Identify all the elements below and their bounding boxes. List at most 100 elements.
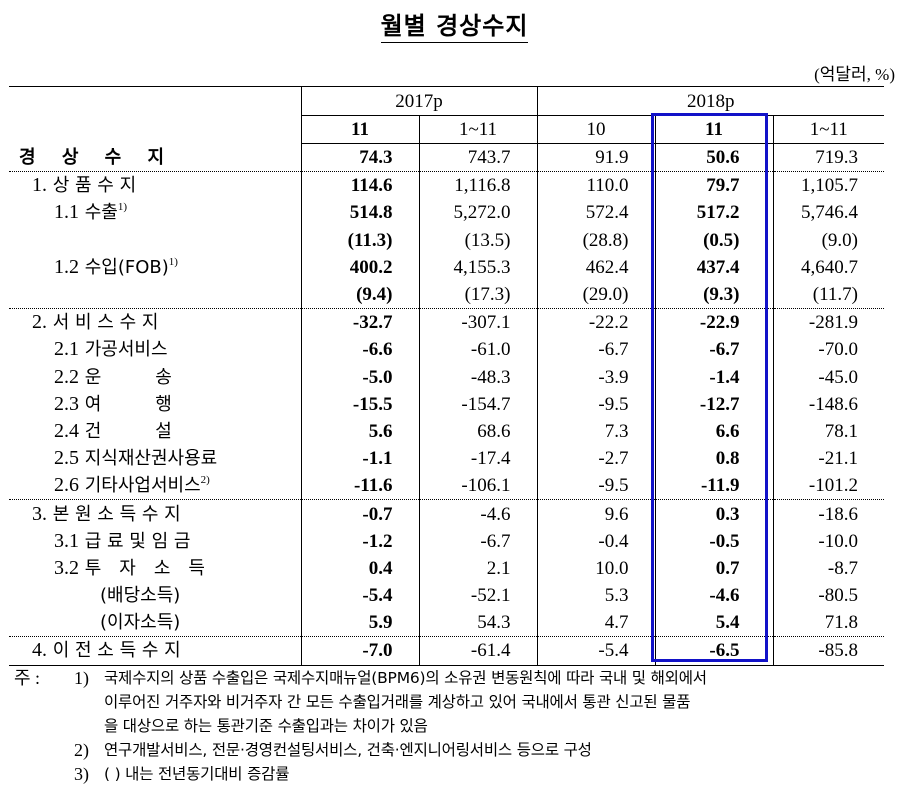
header-year-2018: 2018p	[536, 86, 884, 116]
cell-value: -154.7	[418, 390, 537, 418]
header-year-2017: 2017p	[300, 86, 537, 116]
footnote-prefix	[14, 762, 74, 786]
footnote-number: 1)	[74, 668, 89, 688]
row-label: 3.1 급 료 및 임 금	[9, 528, 301, 555]
cell-value: (9.0)	[772, 226, 884, 254]
row-number: 3.1	[54, 529, 79, 552]
cell-value: -106.1	[418, 472, 537, 501]
table-row: 4. 이 전 소 득 수 지 -7.0 -61.4 -5.4 -6.5 -85.8	[9, 636, 884, 666]
cell-value: 1,116.8	[418, 171, 537, 200]
row-number: 1.1	[54, 201, 79, 224]
cell-value: -2.7	[536, 445, 655, 473]
cell-value: 114.6	[300, 171, 419, 200]
cell-value: -7.0	[300, 636, 419, 666]
table-row: (9.4) (17.3) (29.0) (9.3) (11.7)	[9, 280, 884, 310]
cell-value: 743.7	[418, 143, 537, 173]
cell-value: 5,746.4	[772, 199, 884, 227]
row-label: 1. 상 품 수 지	[9, 172, 301, 200]
table-row: 3. 본 원 소 득 수 지 -0.7 -4.6 9.6 0.3 -18.6	[9, 499, 884, 528]
table-row: 2.2 운 송 -5.0 -48.3 -3.9 -1.4 -45.0	[9, 363, 884, 391]
row-label: 4. 이 전 소 득 수 지	[9, 636, 301, 666]
cell-value: -1.2	[300, 527, 419, 555]
cell-value: 4.7	[536, 609, 655, 638]
cell-value: (0.5)	[654, 226, 773, 254]
cell-value: 0.7	[654, 554, 773, 582]
cell-value: 2.1	[418, 554, 537, 582]
cell-value: -6.5	[654, 636, 773, 666]
table-row: (11.3) (13.5) (28.8) (0.5) (9.0)	[9, 226, 884, 254]
row-label-text: 급 료 및 임 금	[84, 530, 191, 552]
header-period: 10	[536, 115, 655, 144]
footnote-text: ( ) 내는 전년동기대비 증감률	[104, 765, 290, 783]
header-row-periods: 11 1~11 10 11 1~11	[9, 115, 884, 144]
row-number: 1.	[32, 174, 47, 197]
row-label-text: 지식재산권사용료	[84, 448, 218, 470]
cell-value: -0.4	[536, 527, 655, 555]
cell-value: (28.8)	[536, 226, 655, 254]
header-row-years: 2017p 2018p	[9, 86, 884, 144]
row-label: 3. 본 원 소 득 수 지	[9, 500, 301, 528]
cell-value: -10.0	[772, 527, 884, 555]
row-label-text: 이 전 소 득 수 지	[52, 640, 181, 662]
row-label: 1.1 수출1)	[9, 199, 301, 226]
cell-value: 54.3	[418, 609, 537, 638]
row-number: 2.2	[54, 365, 79, 388]
cell-value: -5.4	[300, 582, 419, 610]
row-label: 3.2 투 자 소 득	[9, 555, 301, 582]
cell-value: -22.2	[536, 308, 655, 337]
cell-value: 5,272.0	[418, 199, 537, 227]
row-label-text: 상 품 수 지	[52, 175, 137, 197]
cell-value: 437.4	[654, 253, 773, 281]
cell-value: -48.3	[418, 363, 537, 391]
cell-value: 71.8	[772, 609, 884, 638]
cell-value: 110.0	[536, 171, 655, 200]
footnote-text: 이루어진 거주자와 비거주자 간 모든 수출입거래를 계상하고 있어 국내에서 …	[104, 693, 691, 711]
header-period: 1~11	[418, 115, 537, 144]
cell-value: -1.1	[300, 445, 419, 473]
cell-value: -45.0	[772, 363, 884, 391]
footnote-line: 3) ( ) 내는 전년동기대비 증감률	[14, 762, 904, 786]
cell-value: (11.3)	[300, 226, 419, 254]
footnote-ref: 1)	[117, 201, 128, 214]
cell-value: -32.7	[300, 308, 419, 337]
cell-value: 74.3	[300, 143, 419, 173]
cell-value: 719.3	[772, 143, 884, 173]
cell-value: -21.1	[772, 445, 884, 473]
footnote-line: 이루어진 거주자와 비거주자 간 모든 수출입거래를 계상하고 있어 국내에서 …	[14, 690, 904, 714]
row-label: 2.4 건 설	[9, 418, 301, 445]
cell-value: 10.0	[536, 554, 655, 582]
footnote-text: 을 대상으로 하는 통관기준 수출입과는 차이가 있음	[104, 717, 428, 735]
cell-value: 5.4	[654, 609, 773, 638]
row-number: 3.	[32, 502, 47, 525]
row-label	[9, 280, 301, 310]
cell-value: 5.3	[536, 582, 655, 610]
table-row: 2.4 건 설 5.6 68.6 7.3 6.6 78.1	[9, 417, 884, 446]
cell-value: (9.4)	[300, 280, 419, 310]
footnote-prefix	[14, 738, 74, 762]
cell-value: -6.6	[300, 336, 419, 364]
table-row: (배당소득) -5.4 -52.1 5.3 -4.6 -80.5	[9, 582, 884, 610]
title-text: 월별 경상수지	[380, 11, 529, 43]
row-label: 2. 서 비 스 수 지	[9, 309, 301, 337]
cell-value: 1,105.7	[772, 171, 884, 200]
header-blank-cell	[9, 86, 301, 144]
cell-value: 572.4	[536, 199, 655, 227]
cell-value: -0.5	[654, 527, 773, 555]
cell-value: -148.6	[772, 390, 884, 418]
cell-value: -6.7	[418, 527, 537, 555]
row-number: 2.1	[54, 338, 79, 361]
table-row: 1.2 수입(FOB)1) 400.2 4,155.3 462.4 437.4 4,640…	[9, 253, 884, 281]
row-number: 2.3	[54, 392, 79, 415]
cell-value: -80.5	[772, 582, 884, 610]
table-row: 1. 상 품 수 지 114.6 1,116.8 110.0 79.7 1,105.7	[9, 171, 884, 200]
cell-value: 4,640.7	[772, 253, 884, 281]
cell-value: -4.6	[418, 499, 537, 528]
cell-value: -9.5	[536, 472, 655, 501]
row-number: 2.	[32, 311, 47, 334]
footnote-number: 3)	[74, 764, 89, 784]
cell-value: (17.3)	[418, 280, 537, 310]
cell-value: -3.9	[536, 363, 655, 391]
cell-value: -61.0	[418, 336, 537, 364]
cell-value: (13.5)	[418, 226, 537, 254]
cell-value: -6.7	[536, 336, 655, 364]
